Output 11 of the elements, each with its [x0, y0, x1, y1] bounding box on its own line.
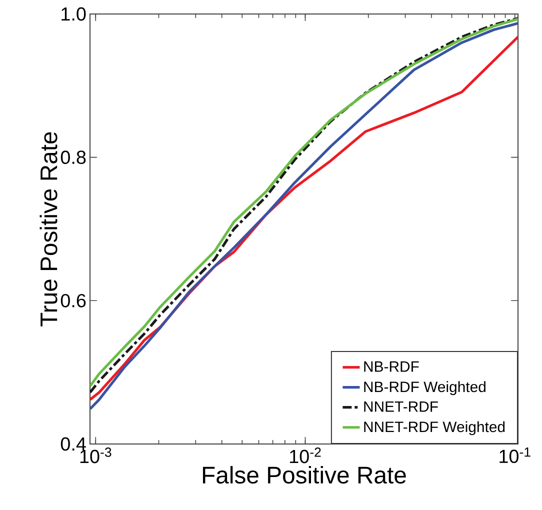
y-tick-label: 1.0: [62, 7, 86, 21]
legend-label: NB-RDF Weighted: [364, 381, 486, 396]
y-tick-label: 0.6: [60, 294, 86, 308]
legend-label: NB-RDF: [364, 361, 419, 372]
x-tick-label: 10$^{-2}$: [290, 448, 321, 464]
y-axis-title: True Positive Rate: [40, 132, 58, 326]
legend-label: NNET-RDF Weighted: [364, 421, 505, 436]
x-tick-label: 10$^{-1}$: [500, 448, 530, 464]
legend-label: NNET-RDF: [364, 401, 438, 412]
y-tick-label: 0.8: [60, 150, 86, 164]
x-axis-title: False Positive Rate: [202, 466, 406, 484]
